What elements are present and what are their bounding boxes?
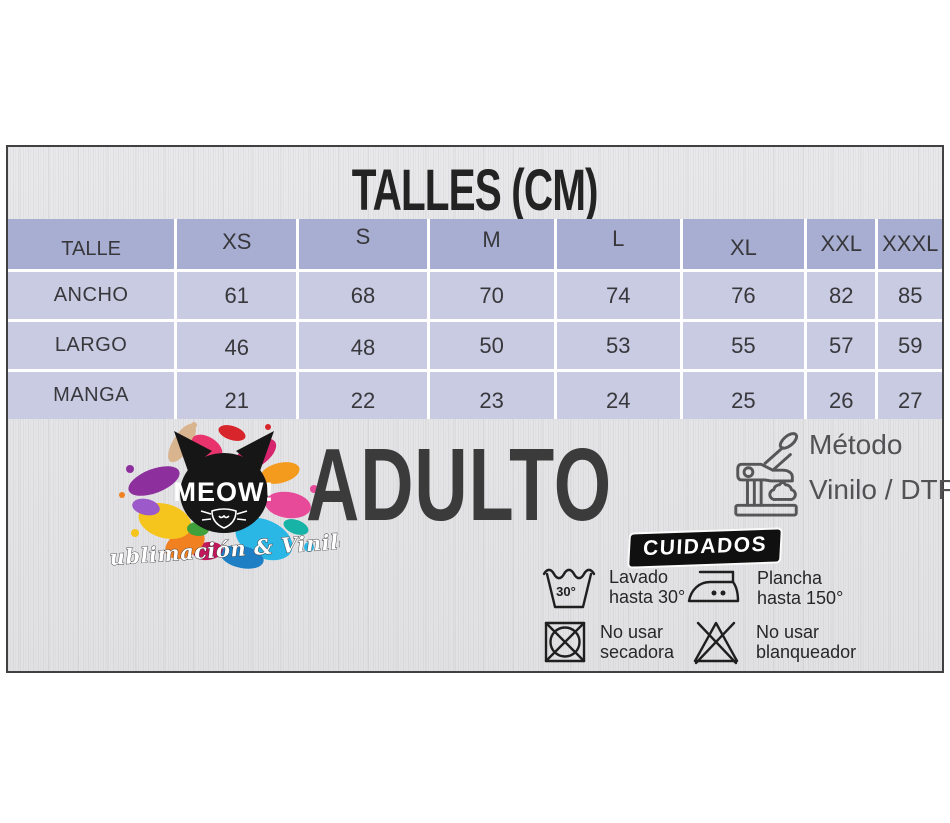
row-label-ancho: ANCHO <box>8 272 175 319</box>
care-text: No usar blanqueador <box>756 622 857 662</box>
table-cell: 55 <box>682 322 805 369</box>
table-cell: 70 <box>429 272 554 319</box>
care-item-wash: 30° Lavado hasta 30° <box>542 564 685 610</box>
care-item-iron: Plancha hasta 150° <box>686 568 843 608</box>
table-cell: 76 <box>682 272 805 319</box>
column-header-xxl: XXL <box>807 219 876 269</box>
meow-logo-icon: MEOW! Sublimación & Vinilo <box>108 422 340 571</box>
cat-head-icon: MEOW! <box>174 431 275 533</box>
wash-temp-label: 30° <box>556 584 576 599</box>
column-header-xl: XL <box>682 219 805 269</box>
column-header-xxxl: XXXL <box>878 219 942 269</box>
table-cell: 26 <box>807 372 876 419</box>
title-row: TALLES (CM) <box>8 155 942 223</box>
iron-max-150-icon <box>687 570 740 603</box>
table-cell: 50 <box>429 322 554 369</box>
care-item-no-dryer: No usar secadora <box>543 620 674 664</box>
care-heading-badge: CUIDADOS <box>629 529 781 567</box>
care-text: Lavado hasta 30° <box>609 567 686 607</box>
row-label-largo: LARGO <box>8 322 175 369</box>
table-cell: 59 <box>878 322 942 369</box>
column-header-m: M <box>429 219 554 269</box>
method-label: Método <box>809 429 903 460</box>
care-text: Plancha hasta 150° <box>757 568 844 608</box>
table-cell: 25 <box>682 372 805 419</box>
table-cell: 48 <box>299 322 427 369</box>
cat-muzzle-icon <box>200 508 248 529</box>
table-cell: 57 <box>807 322 876 369</box>
size-group-title: ADULTO <box>306 428 613 543</box>
table-cell: 22 <box>299 372 427 419</box>
method-value: Vinilo / DTF <box>809 474 950 505</box>
table-cell: 23 <box>429 372 554 419</box>
table-cell: 27 <box>878 372 942 419</box>
table-cell: 21 <box>177 372 297 419</box>
size-chart-panel: TALLES (CM) TALLE XS S M L XL XXL XXXL A… <box>6 145 950 673</box>
no-tumble-dry-icon <box>544 621 586 663</box>
wash-max-30-icon: 30° <box>542 568 596 609</box>
row-label-manga: MANGA <box>8 372 175 419</box>
care-text: No usar secadora <box>600 622 675 662</box>
brand-name: MEOW! <box>174 477 275 507</box>
table-cell: 74 <box>556 272 680 319</box>
column-header-s: S <box>299 219 427 269</box>
method-block: Método Vinilo / DTF <box>809 430 950 505</box>
table-cell: 53 <box>556 322 680 369</box>
table-cell: 24 <box>556 372 680 419</box>
page-title: TALLES (CM) <box>352 156 599 223</box>
column-header-xs: XS <box>177 219 297 269</box>
brand-logo: MEOW! Sublimación & Vinilo <box>108 417 340 583</box>
table-cell: 46 <box>177 322 297 369</box>
column-header-l: L <box>556 219 680 269</box>
table-cell: 68 <box>299 272 427 319</box>
table-cell: 82 <box>807 272 876 319</box>
table-cell: 61 <box>177 272 297 319</box>
size-table: TALLE XS S M L XL XXL XXXL ANCHO 61 68 7… <box>8 219 942 419</box>
heat-press-icon <box>728 430 806 524</box>
column-header-talle: TALLE <box>8 219 175 269</box>
table-cell: 85 <box>878 272 942 319</box>
care-item-no-bleach: No usar blanqueador <box>689 617 856 667</box>
no-bleach-icon <box>693 621 739 665</box>
